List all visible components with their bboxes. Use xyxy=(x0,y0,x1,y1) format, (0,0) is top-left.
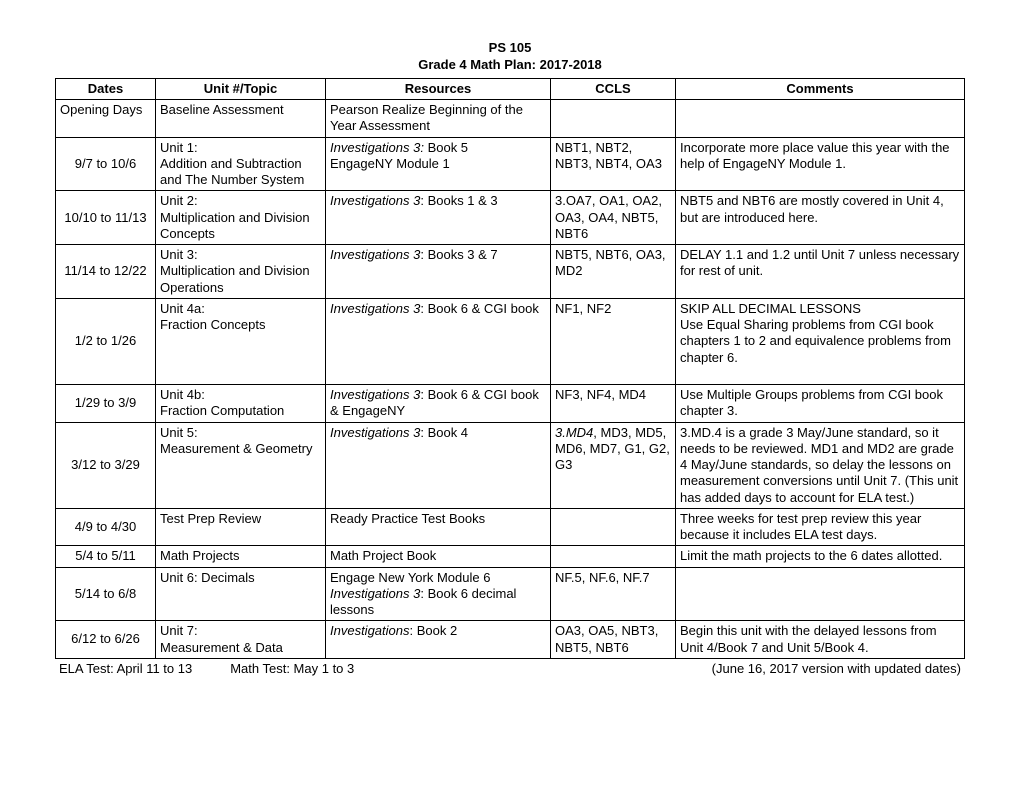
ccls-cell xyxy=(551,546,676,567)
header-subtitle: Grade 4 Math Plan: 2017-2018 xyxy=(55,57,965,74)
footer-math-test: Math Test: May 1 to 3 xyxy=(230,661,354,676)
resources-cell: Investigations 3: Books 3 & 7 xyxy=(326,245,551,299)
comments-cell: DELAY 1.1 and 1.2 until Unit 7 unless ne… xyxy=(676,245,965,299)
ccls-cell: 3.MD4, MD3, MD5, MD6, MD7, G1, G2, G3 xyxy=(551,422,676,508)
dates-cell: 1/2 to 1/26 xyxy=(56,298,156,384)
dates-cell: 4/9 to 4/30 xyxy=(56,508,156,546)
dates-cell: 6/12 to 6/26 xyxy=(56,621,156,659)
comments-cell: SKIP ALL DECIMAL LESSONSUse Equal Sharin… xyxy=(676,298,965,384)
dates-cell: 11/14 to 12/22 xyxy=(56,245,156,299)
unit-cell: Unit 2:Multiplication and Division Conce… xyxy=(156,191,326,245)
footer-left: ELA Test: April 11 to 13 Math Test: May … xyxy=(59,661,354,676)
ccls-cell: 3.OA7, OA1, OA2, OA3, OA4, NBT5, NBT6 xyxy=(551,191,676,245)
col-header-ccls: CCLS xyxy=(551,78,676,99)
unit-cell: Test Prep Review xyxy=(156,508,326,546)
unit-cell: Unit 4a:Fraction Concepts xyxy=(156,298,326,384)
dates-cell: 1/29 to 3/9 xyxy=(56,385,156,423)
table-row: 5/4 to 5/11Math ProjectsMath Project Boo… xyxy=(56,546,965,567)
col-header-comments: Comments xyxy=(676,78,965,99)
comments-cell: Use Multiple Groups problems from CGI bo… xyxy=(676,385,965,423)
resources-cell: Investigations 3: Book 5EngageNY Module … xyxy=(326,137,551,191)
table-row: 5/14 to 6/8Unit 6: DecimalsEngage New Yo… xyxy=(56,567,965,621)
dates-cell: 9/7 to 10/6 xyxy=(56,137,156,191)
table-row: 1/2 to 1/26Unit 4a:Fraction ConceptsInve… xyxy=(56,298,965,384)
footer-version: (June 16, 2017 version with updated date… xyxy=(712,661,961,676)
col-header-unit: Unit #/Topic xyxy=(156,78,326,99)
resources-cell: Ready Practice Test Books xyxy=(326,508,551,546)
table-row: 3/12 to 3/29Unit 5:Measurement & Geometr… xyxy=(56,422,965,508)
ccls-cell: OA3, OA5, NBT3, NBT5, NBT6 xyxy=(551,621,676,659)
unit-cell: Baseline Assessment xyxy=(156,100,326,138)
dates-cell: 5/4 to 5/11 xyxy=(56,546,156,567)
table-header-row: Dates Unit #/Topic Resources CCLS Commen… xyxy=(56,78,965,99)
table-row: 9/7 to 10/6Unit 1:Addition and Subtracti… xyxy=(56,137,965,191)
comments-cell xyxy=(676,567,965,621)
comments-cell: Incorporate more place value this year w… xyxy=(676,137,965,191)
ccls-cell: NF3, NF4, MD4 xyxy=(551,385,676,423)
resources-cell: Investigations: Book 2 xyxy=(326,621,551,659)
table-row: 11/14 to 12/22Unit 3:Multiplication and … xyxy=(56,245,965,299)
resources-cell: Investigations 3: Book 6 & CGI book xyxy=(326,298,551,384)
dates-cell: Opening Days xyxy=(56,100,156,138)
unit-cell: Unit 4b:Fraction Computation xyxy=(156,385,326,423)
resources-cell: Math Project Book xyxy=(326,546,551,567)
footer-ela-test: ELA Test: April 11 to 13 xyxy=(59,661,192,676)
resources-cell: Engage New York Module 6Investigations 3… xyxy=(326,567,551,621)
unit-cell: Math Projects xyxy=(156,546,326,567)
table-row: 10/10 to 11/13Unit 2:Multiplication and … xyxy=(56,191,965,245)
unit-cell: Unit 3:Multiplication and Division Opera… xyxy=(156,245,326,299)
ccls-cell xyxy=(551,508,676,546)
unit-cell: Unit 5:Measurement & Geometry xyxy=(156,422,326,508)
table-row: 4/9 to 4/30Test Prep ReviewReady Practic… xyxy=(56,508,965,546)
table-row: Opening DaysBaseline AssessmentPearson R… xyxy=(56,100,965,138)
comments-cell: 3.MD.4 is a grade 3 May/June standard, s… xyxy=(676,422,965,508)
table-row: 1/29 to 3/9Unit 4b:Fraction ComputationI… xyxy=(56,385,965,423)
table-row: 6/12 to 6/26Unit 7:Measurement & DataInv… xyxy=(56,621,965,659)
dates-cell: 10/10 to 11/13 xyxy=(56,191,156,245)
col-header-resources: Resources xyxy=(326,78,551,99)
header-title: PS 105 xyxy=(55,40,965,57)
resources-cell: Investigations 3: Book 4 xyxy=(326,422,551,508)
unit-cell: Unit 6: Decimals xyxy=(156,567,326,621)
curriculum-table: Dates Unit #/Topic Resources CCLS Commen… xyxy=(55,78,965,659)
comments-cell: Begin this unit with the delayed lessons… xyxy=(676,621,965,659)
unit-cell: Unit 7:Measurement & Data xyxy=(156,621,326,659)
resources-cell: Investigations 3: Book 6 & CGI book & En… xyxy=(326,385,551,423)
resources-cell: Pearson Realize Beginning of the Year As… xyxy=(326,100,551,138)
ccls-cell: NF1, NF2 xyxy=(551,298,676,384)
col-header-dates: Dates xyxy=(56,78,156,99)
comments-cell: Limit the math projects to the 6 dates a… xyxy=(676,546,965,567)
footer: ELA Test: April 11 to 13 Math Test: May … xyxy=(55,659,965,676)
resources-cell: Investigations 3: Books 1 & 3 xyxy=(326,191,551,245)
comments-cell xyxy=(676,100,965,138)
ccls-cell: NBT5, NBT6, OA3, MD2 xyxy=(551,245,676,299)
comments-cell: Three weeks for test prep review this ye… xyxy=(676,508,965,546)
ccls-cell xyxy=(551,100,676,138)
unit-cell: Unit 1:Addition and Subtraction and The … xyxy=(156,137,326,191)
dates-cell: 3/12 to 3/29 xyxy=(56,422,156,508)
comments-cell: NBT5 and NBT6 are mostly covered in Unit… xyxy=(676,191,965,245)
ccls-cell: NBT1, NBT2, NBT3, NBT4, OA3 xyxy=(551,137,676,191)
document-header: PS 105 Grade 4 Math Plan: 2017-2018 xyxy=(55,40,965,74)
dates-cell: 5/14 to 6/8 xyxy=(56,567,156,621)
ccls-cell: NF.5, NF.6, NF.7 xyxy=(551,567,676,621)
